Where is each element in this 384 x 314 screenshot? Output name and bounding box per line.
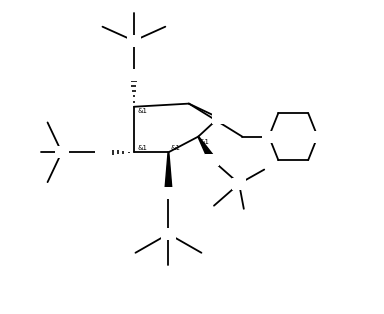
Text: Si: Si — [164, 229, 173, 239]
Text: &1: &1 — [137, 145, 147, 151]
Text: O: O — [165, 188, 172, 198]
FancyBboxPatch shape — [262, 131, 276, 143]
Text: N: N — [265, 132, 273, 142]
Text: &1: &1 — [137, 107, 147, 114]
Polygon shape — [198, 136, 216, 162]
FancyBboxPatch shape — [127, 35, 141, 47]
FancyBboxPatch shape — [212, 112, 226, 124]
FancyBboxPatch shape — [205, 154, 220, 166]
FancyBboxPatch shape — [96, 146, 109, 158]
Polygon shape — [165, 152, 172, 193]
Text: Si: Si — [57, 147, 66, 157]
Text: &1: &1 — [171, 145, 181, 151]
FancyBboxPatch shape — [161, 187, 175, 199]
Text: Si: Si — [129, 36, 138, 46]
Text: Si: Si — [235, 179, 243, 189]
Text: O: O — [215, 113, 222, 123]
Text: O: O — [314, 132, 321, 142]
FancyBboxPatch shape — [232, 178, 246, 190]
Text: O: O — [130, 70, 138, 80]
FancyBboxPatch shape — [311, 131, 324, 143]
Text: O: O — [99, 147, 106, 157]
FancyBboxPatch shape — [55, 146, 69, 158]
Text: O: O — [209, 155, 216, 165]
FancyBboxPatch shape — [127, 69, 141, 81]
FancyBboxPatch shape — [161, 228, 175, 240]
Text: &1: &1 — [200, 139, 210, 145]
